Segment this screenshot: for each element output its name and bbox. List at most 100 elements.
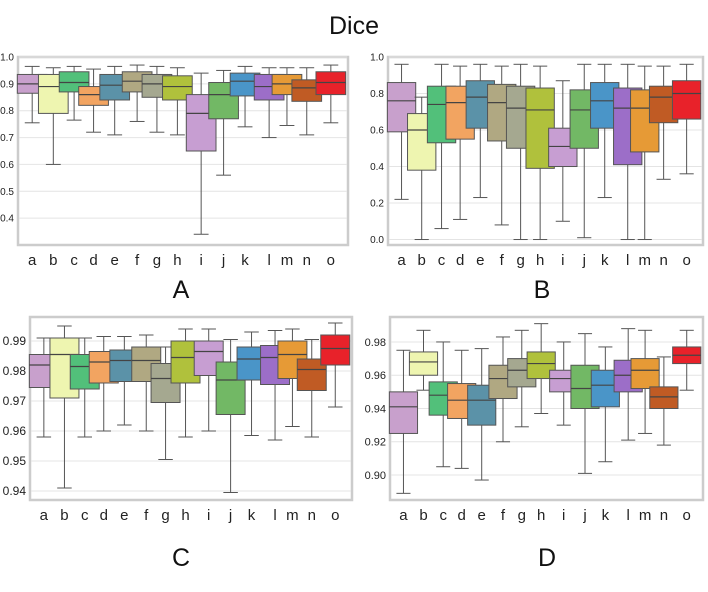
- x-tick-label: m: [281, 252, 294, 269]
- y-tick-label: 0.6: [370, 126, 384, 137]
- y-tick-label: 0.9: [0, 79, 14, 90]
- x-tick-label: a: [40, 507, 49, 524]
- panel-label-a: A: [172, 276, 190, 304]
- x-tick-label: b: [418, 252, 426, 269]
- x-tick-label: g: [516, 252, 524, 269]
- x-tick-label: g: [161, 507, 169, 524]
- y-tick-label: 0.4: [370, 162, 384, 173]
- x-tick-label: g: [153, 252, 161, 269]
- y-tick-label: 0.94: [3, 484, 27, 498]
- x-tick-label: c: [70, 252, 78, 269]
- x-tick-label: n: [659, 252, 667, 269]
- x-tick-label: c: [81, 507, 89, 524]
- box-b: [408, 329, 439, 391]
- y-tick-label: 1.0: [0, 53, 14, 64]
- x-tick-label: m: [638, 252, 651, 269]
- y-tick-label: 0.8: [0, 106, 14, 117]
- x-tick-label: f: [135, 252, 140, 269]
- box-plot-panel-a: 0.4 0.5 0.6 0.7 0.8 0.9 1.0 a b c d e f g h i j k l m n o: [0, 53, 350, 269]
- x-tick-label: i: [199, 252, 202, 269]
- x-tick-label: f: [501, 507, 506, 524]
- x-tick-label: h: [173, 252, 181, 269]
- x-tick-label: o: [327, 252, 335, 269]
- x-tick-label: h: [536, 252, 544, 269]
- x-tick-label: l: [627, 507, 630, 524]
- box-i: [185, 72, 217, 235]
- x-tick-label: o: [683, 507, 691, 524]
- x-tick-label: k: [248, 507, 256, 524]
- y-tick-label: 0.8: [370, 89, 384, 100]
- x-tick-label: o: [682, 252, 690, 269]
- box-c: [58, 65, 90, 121]
- box-m: [630, 329, 660, 434]
- x-tick-label: e: [476, 252, 484, 269]
- box-f: [488, 336, 518, 443]
- box-i: [193, 328, 224, 432]
- panel-label-b: B: [533, 276, 551, 304]
- y-tick-label: 0.90: [365, 470, 386, 482]
- x-tick-label: a: [399, 507, 408, 524]
- x-tick-label: k: [601, 252, 609, 269]
- y-tick-label: 0.97: [3, 394, 27, 408]
- x-tick-label: j: [228, 507, 232, 524]
- y-tick-label: 0.92: [365, 437, 386, 449]
- x-tick-label: h: [181, 507, 189, 524]
- y-tick-label: 0.4: [0, 214, 14, 225]
- y-tick-label: 0.98: [3, 364, 27, 378]
- panel-label-d: D: [537, 544, 557, 572]
- box-iqr: [388, 391, 419, 434]
- x-tick-label: i: [207, 507, 210, 524]
- x-tick-label: l: [626, 252, 629, 269]
- x-tick-label: j: [221, 252, 225, 269]
- box-iqr: [320, 334, 351, 366]
- x-tick-label: n: [308, 507, 316, 524]
- box-j: [215, 339, 246, 493]
- x-tick-label: c: [439, 507, 447, 524]
- x-tick-label: n: [660, 507, 668, 524]
- box-o: [672, 329, 702, 391]
- box-iqr: [408, 351, 439, 376]
- x-tick-label: d: [100, 507, 108, 524]
- x-tick-label: o: [331, 507, 339, 524]
- y-tick-label: 0.0: [370, 235, 384, 246]
- x-tick-label: f: [500, 252, 505, 269]
- x-tick-label: e: [478, 507, 486, 524]
- box-iqr: [185, 94, 217, 152]
- y-tick-label: 0.7: [0, 133, 14, 144]
- box-n: [649, 356, 679, 446]
- box-plot-panel-c: 0.94 0.95 0.96 0.97 0.98 0.99 a b c d e f g h i j k l m n o: [3, 315, 354, 524]
- x-tick-label: f: [144, 507, 149, 524]
- x-tick-label: k: [602, 507, 610, 524]
- x-tick-label: k: [241, 252, 249, 269]
- x-tick-label: e: [111, 252, 119, 269]
- box-i: [548, 80, 578, 222]
- x-tick-label: c: [438, 252, 446, 269]
- box-o: [320, 322, 351, 408]
- x-tick-label: b: [49, 252, 57, 269]
- x-tick-label: i: [562, 507, 565, 524]
- y-tick-label: 0.98: [365, 337, 386, 349]
- y-tick-label: 0.96: [365, 370, 386, 382]
- box-plot-panel-d: 0.90 0.92 0.94 0.96 0.98 a b c d e f g h i j k l m n o: [365, 315, 705, 524]
- x-tick-label: i: [561, 252, 564, 269]
- x-tick-label: e: [120, 507, 128, 524]
- x-tick-label: m: [286, 507, 299, 524]
- y-tick-label: 0.96: [3, 424, 27, 438]
- box-iqr: [630, 358, 660, 390]
- y-tick-label: 1.0: [370, 53, 384, 64]
- chart-title: Dice: [328, 12, 379, 40]
- y-tick-label: 0.99: [3, 334, 27, 348]
- x-tick-label: b: [60, 507, 68, 524]
- x-tick-label: a: [397, 252, 406, 269]
- box-iqr: [671, 80, 702, 120]
- box-iqr: [315, 71, 347, 96]
- x-tick-label: h: [537, 507, 545, 524]
- x-tick-label: d: [89, 252, 97, 269]
- x-tick-label: j: [582, 252, 586, 269]
- x-tick-label: b: [419, 507, 427, 524]
- y-tick-label: 0.5: [0, 187, 14, 198]
- box-o: [671, 63, 702, 175]
- y-tick-label: 0.95: [3, 454, 27, 468]
- x-tick-label: a: [28, 252, 37, 269]
- x-tick-label: j: [582, 507, 586, 524]
